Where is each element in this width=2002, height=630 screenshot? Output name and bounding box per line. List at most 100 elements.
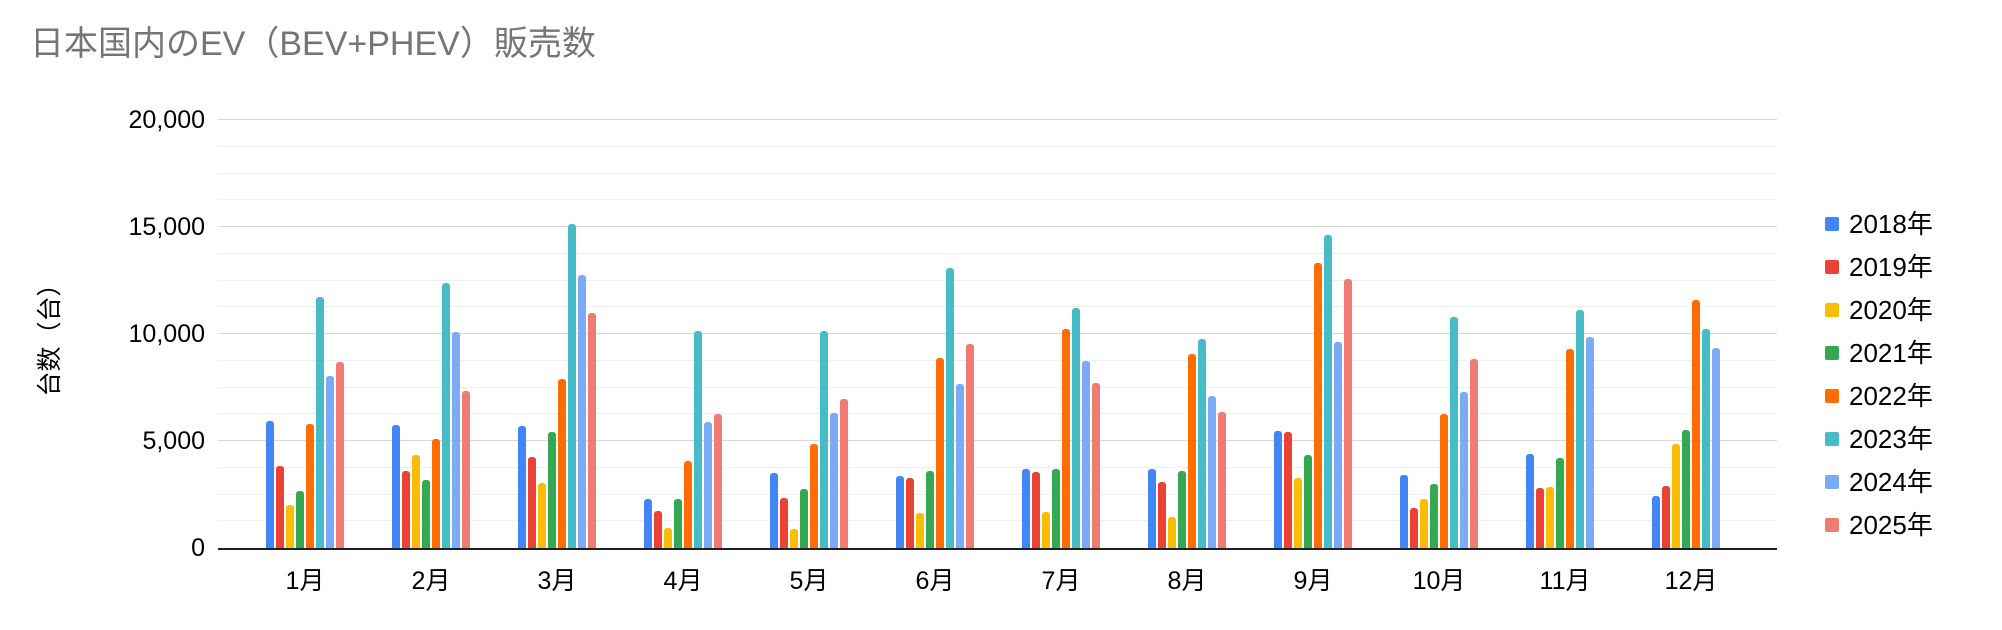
bar-2021年-8月[interactable] xyxy=(1178,470,1186,548)
bar-2021年-7月[interactable] xyxy=(1052,468,1060,548)
bar-2018年-11月[interactable] xyxy=(1526,453,1534,548)
bar-2023年-9月[interactable] xyxy=(1324,234,1332,548)
bar-2020年-2月[interactable] xyxy=(412,454,420,548)
bar-2021年-6月[interactable] xyxy=(926,470,934,548)
bar-2020年-8月[interactable] xyxy=(1168,516,1176,548)
bar-2021年-9月[interactable] xyxy=(1304,454,1312,548)
bar-2025年-1月[interactable] xyxy=(336,361,344,548)
bar-2018年-10月[interactable] xyxy=(1400,475,1408,548)
bar-2018年-9月[interactable] xyxy=(1274,431,1282,548)
bar-2022年-9月[interactable] xyxy=(1314,263,1322,548)
bar-2023年-12月[interactable] xyxy=(1702,328,1710,548)
legend-item-2024年[interactable]: 2024年 xyxy=(1825,469,1933,495)
bar-2024年-8月[interactable] xyxy=(1208,396,1216,548)
bar-2025年-5月[interactable] xyxy=(840,399,848,548)
bar-2021年-2月[interactable] xyxy=(422,479,430,548)
bar-2019年-4月[interactable] xyxy=(654,510,662,548)
bar-2022年-11月[interactable] xyxy=(1566,348,1574,548)
bar-2025年-9月[interactable] xyxy=(1344,279,1352,548)
legend-item-2021年[interactable]: 2021年 xyxy=(1825,340,1933,366)
bar-2022年-7月[interactable] xyxy=(1062,328,1070,548)
bar-2022年-10月[interactable] xyxy=(1440,414,1448,548)
bar-2022年-8月[interactable] xyxy=(1188,354,1196,548)
bar-2023年-11月[interactable] xyxy=(1576,310,1584,548)
bar-2020年-11月[interactable] xyxy=(1546,487,1554,548)
bar-2019年-10月[interactable] xyxy=(1410,508,1418,548)
bar-2021年-12月[interactable] xyxy=(1682,430,1690,548)
bar-2019年-2月[interactable] xyxy=(402,470,410,548)
bar-2022年-1月[interactable] xyxy=(306,423,314,548)
bar-2021年-5月[interactable] xyxy=(800,489,808,548)
bar-2019年-3月[interactable] xyxy=(528,457,536,548)
bar-2022年-6月[interactable] xyxy=(936,357,944,548)
bar-2023年-4月[interactable] xyxy=(694,330,702,548)
bar-2018年-8月[interactable] xyxy=(1148,468,1156,548)
bar-2022年-12月[interactable] xyxy=(1692,299,1700,548)
bar-2025年-7月[interactable] xyxy=(1092,383,1100,548)
bar-2023年-10月[interactable] xyxy=(1450,316,1458,548)
bar-2021年-1月[interactable] xyxy=(296,491,304,548)
bar-2022年-4月[interactable] xyxy=(684,461,692,548)
bar-2020年-7月[interactable] xyxy=(1042,511,1050,548)
bar-2020年-6月[interactable] xyxy=(916,512,924,548)
bar-2024年-10月[interactable] xyxy=(1460,391,1468,548)
bar-2019年-6月[interactable] xyxy=(906,478,914,548)
bar-2018年-5月[interactable] xyxy=(770,473,778,548)
bar-2024年-5月[interactable] xyxy=(830,413,838,548)
bar-2023年-7月[interactable] xyxy=(1072,308,1080,548)
bar-2025年-6月[interactable] xyxy=(966,343,974,548)
bar-2024年-1月[interactable] xyxy=(326,375,334,548)
bar-2024年-11月[interactable] xyxy=(1586,337,1594,548)
bar-2019年-1月[interactable] xyxy=(276,465,284,548)
bar-2020年-3月[interactable] xyxy=(538,482,546,548)
bar-2021年-3月[interactable] xyxy=(548,432,556,548)
bar-2023年-2月[interactable] xyxy=(442,282,450,548)
bar-2019年-9月[interactable] xyxy=(1284,432,1292,548)
bar-2024年-7月[interactable] xyxy=(1082,360,1090,548)
bar-2019年-5月[interactable] xyxy=(780,497,788,548)
bar-2025年-3月[interactable] xyxy=(588,312,596,548)
bar-2018年-2月[interactable] xyxy=(392,424,400,548)
bar-2025年-8月[interactable] xyxy=(1218,412,1226,548)
bar-2021年-11月[interactable] xyxy=(1556,458,1564,548)
bar-2025年-2月[interactable] xyxy=(462,390,470,548)
legend-item-2020年[interactable]: 2020年 xyxy=(1825,297,1933,323)
bar-2018年-7月[interactable] xyxy=(1022,468,1030,548)
bar-2024年-6月[interactable] xyxy=(956,384,964,548)
bar-2020年-12月[interactable] xyxy=(1672,444,1680,548)
bar-2020年-9月[interactable] xyxy=(1294,478,1302,548)
bar-2022年-2月[interactable] xyxy=(432,438,440,548)
bar-2024年-9月[interactable] xyxy=(1334,341,1342,548)
bar-2024年-2月[interactable] xyxy=(452,331,460,548)
bar-2025年-10月[interactable] xyxy=(1470,358,1478,548)
bar-2020年-10月[interactable] xyxy=(1420,498,1428,548)
legend-item-2019年[interactable]: 2019年 xyxy=(1825,254,1933,280)
bar-2020年-4月[interactable] xyxy=(664,527,672,548)
bar-2024年-12月[interactable] xyxy=(1712,347,1720,548)
bar-2019年-7月[interactable] xyxy=(1032,472,1040,548)
legend-item-2023年[interactable]: 2023年 xyxy=(1825,426,1933,452)
legend-item-2022年[interactable]: 2022年 xyxy=(1825,383,1933,409)
bar-2019年-11月[interactable] xyxy=(1536,488,1544,548)
bar-2022年-3月[interactable] xyxy=(558,378,566,548)
bar-2023年-3月[interactable] xyxy=(568,223,576,548)
bar-2018年-1月[interactable] xyxy=(266,420,274,548)
legend-item-2025年[interactable]: 2025年 xyxy=(1825,512,1933,538)
bar-2023年-1月[interactable] xyxy=(316,296,324,548)
legend-item-2018年[interactable]: 2018年 xyxy=(1825,211,1933,237)
bar-2021年-10月[interactable] xyxy=(1430,483,1438,548)
bar-2021年-4月[interactable] xyxy=(674,498,682,548)
bar-2019年-8月[interactable] xyxy=(1158,481,1166,548)
bar-2018年-3月[interactable] xyxy=(518,426,526,548)
bar-2023年-6月[interactable] xyxy=(946,267,954,548)
bar-2023年-8月[interactable] xyxy=(1198,339,1206,548)
bar-2025年-4月[interactable] xyxy=(714,414,722,548)
bar-2023年-5月[interactable] xyxy=(820,330,828,548)
bar-2024年-3月[interactable] xyxy=(578,275,586,548)
bar-2024年-4月[interactable] xyxy=(704,421,712,548)
bar-2022年-5月[interactable] xyxy=(810,444,818,548)
bar-2018年-6月[interactable] xyxy=(896,476,904,548)
bar-2020年-1月[interactable] xyxy=(286,505,294,548)
bar-2019年-12月[interactable] xyxy=(1662,485,1670,548)
bar-2018年-4月[interactable] xyxy=(644,498,652,548)
